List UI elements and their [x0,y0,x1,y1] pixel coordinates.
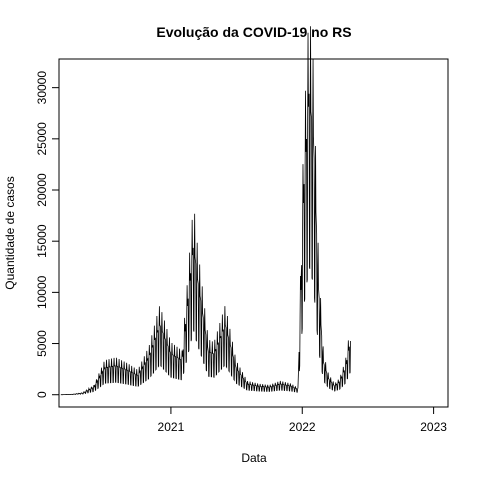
y-tick-label: 15000 [35,224,49,258]
y-tick-label: 25000 [35,122,49,156]
y-tick-label: 10000 [35,275,49,309]
y-tick-label: 20000 [35,173,49,207]
series-line [60,26,351,396]
y-axis: 0 5000 10000 15000 20000 25000 30000 [35,71,60,398]
x-axis: 2021 2022 2023 [158,406,447,434]
chart-title: Evolução da COVID-19 no RS [156,24,351,40]
x-axis-label: Data [241,451,267,465]
plot-frame [58,58,449,408]
plot-series-area [60,26,351,396]
x-tick-label: 2023 [420,420,447,434]
x-tick-label: 2022 [289,420,316,434]
y-axis-label: Quantidade de casos [3,176,17,289]
y-tick-label: 0 [35,391,49,398]
y-tick-label: 30000 [35,71,49,105]
y-tick-label: 5000 [35,330,49,357]
x-tick-label: 2021 [158,420,185,434]
